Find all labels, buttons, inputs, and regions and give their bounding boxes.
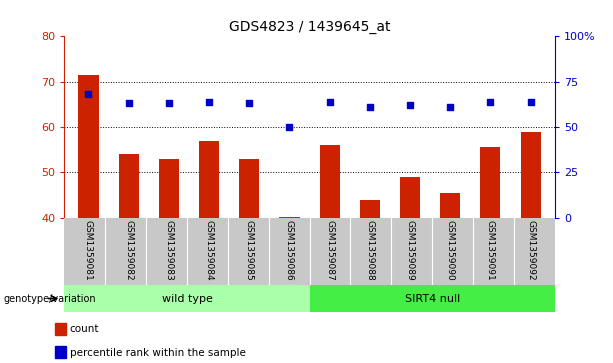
Bar — [55, 323, 66, 335]
Bar — [520, 131, 541, 218]
Text: GSM1359089: GSM1359089 — [406, 220, 414, 281]
Bar — [55, 346, 66, 358]
Point — [284, 124, 294, 130]
Text: genotype/variation: genotype/variation — [3, 294, 96, 303]
Text: GSM1359082: GSM1359082 — [124, 220, 133, 281]
Bar — [440, 193, 460, 218]
Text: GSM1359091: GSM1359091 — [486, 220, 495, 281]
Bar — [78, 75, 99, 218]
Text: GSM1359090: GSM1359090 — [446, 220, 455, 281]
Text: GSM1359088: GSM1359088 — [365, 220, 375, 281]
Text: GSM1359084: GSM1359084 — [205, 220, 213, 281]
Bar — [360, 200, 380, 218]
Text: percentile rank within the sample: percentile rank within the sample — [70, 348, 246, 358]
Bar — [64, 285, 310, 312]
Point — [405, 102, 415, 108]
Text: wild type: wild type — [162, 294, 212, 303]
Point — [164, 101, 173, 106]
Point — [124, 101, 134, 106]
Bar — [239, 159, 259, 218]
Point — [485, 99, 495, 105]
Text: count: count — [70, 324, 99, 334]
Point — [83, 91, 93, 97]
Text: GSM1359092: GSM1359092 — [526, 220, 535, 281]
Text: GSM1359087: GSM1359087 — [325, 220, 334, 281]
Point — [446, 104, 455, 110]
Point — [526, 99, 536, 105]
Text: GSM1359086: GSM1359086 — [285, 220, 294, 281]
Text: SIRT4 null: SIRT4 null — [405, 294, 460, 303]
Bar — [280, 217, 300, 218]
Text: GSM1359085: GSM1359085 — [245, 220, 254, 281]
Point — [365, 104, 375, 110]
Text: GSM1359083: GSM1359083 — [164, 220, 173, 281]
Bar — [310, 285, 555, 312]
Title: GDS4823 / 1439645_at: GDS4823 / 1439645_at — [229, 20, 390, 34]
Bar — [481, 147, 500, 218]
Bar — [159, 159, 179, 218]
Bar — [319, 145, 340, 218]
Text: GSM1359081: GSM1359081 — [84, 220, 93, 281]
Point — [325, 99, 335, 105]
Bar — [400, 177, 420, 218]
Point — [245, 101, 254, 106]
Bar — [119, 154, 139, 218]
Point — [204, 99, 214, 105]
Bar — [199, 140, 219, 218]
